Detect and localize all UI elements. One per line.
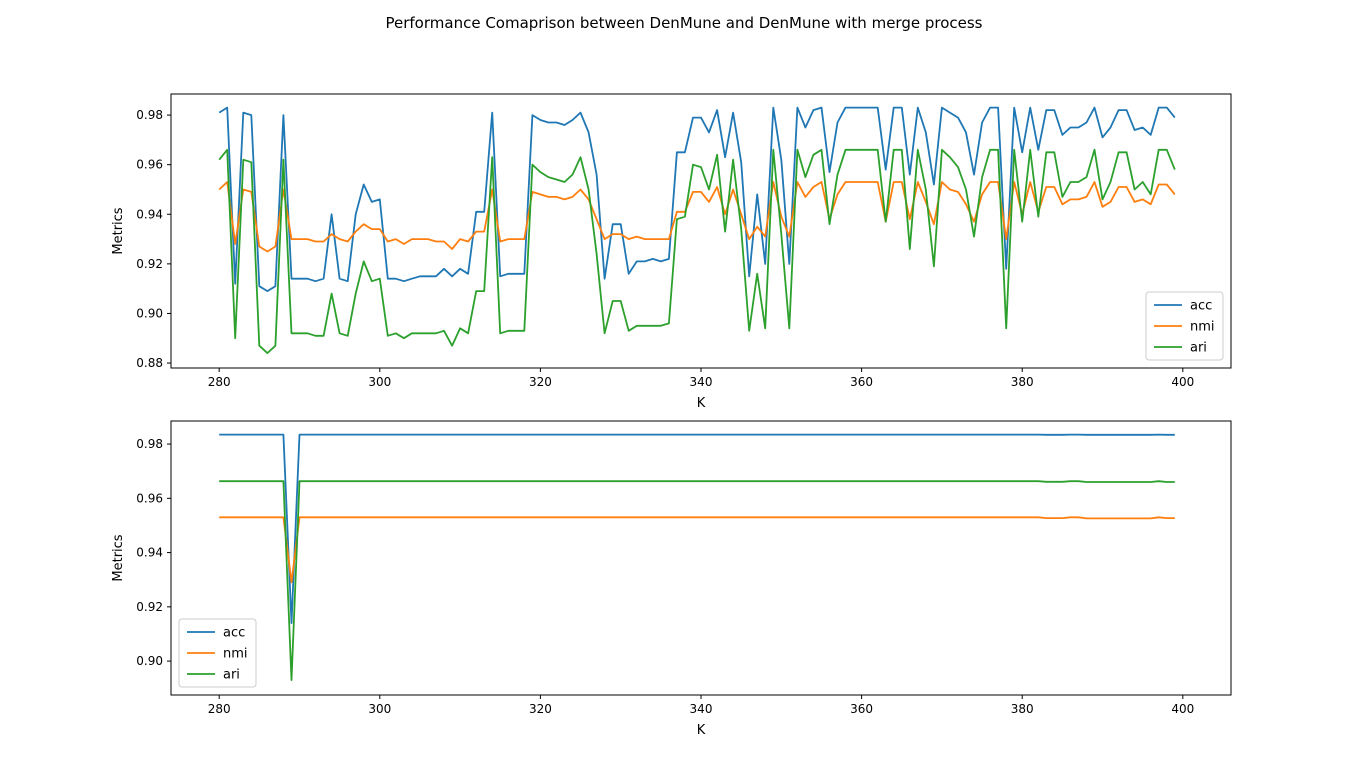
chart-panel-2: 280 300 320 340 360 380 400 0.90 0.92 0.94 0.96 0.9… — [111, 420, 1232, 738]
chart-panel-1: 280 300 320 340 360 380 400 0.88 0.90 0.92 0.94 0.9… — [111, 93, 1232, 411]
x-tick-label: 380 — [1011, 702, 1034, 716]
x-tick-label: 300 — [368, 702, 391, 716]
legend-label-acc: acc — [1190, 299, 1212, 314]
y-tick-label: 0.94 — [136, 546, 163, 560]
y-tick-label: 0.94 — [136, 207, 163, 221]
y-tick-label: 0.90 — [136, 654, 163, 668]
y-tick-label: 0.92 — [136, 600, 163, 614]
x-axis-label: K — [697, 723, 706, 738]
y-tick-label: 0.96 — [136, 158, 163, 172]
x-tick-label: 280 — [208, 375, 231, 389]
legend-label-ari: ari — [1190, 341, 1207, 356]
legend: acc nmi ari — [1145, 291, 1224, 361]
x-tick-label: 360 — [850, 702, 873, 716]
x-tick-label: 320 — [529, 702, 552, 716]
series-line-nmi — [218, 181, 1176, 253]
legend: acc nmi ari — [178, 618, 257, 688]
x-tick-label: 400 — [1171, 702, 1194, 716]
x-tick-label: 280 — [208, 702, 231, 716]
x-tick-label: 380 — [1011, 375, 1034, 389]
x-tick-label: 300 — [368, 375, 391, 389]
y-axis-label: Metrics — [111, 534, 126, 581]
legend-box — [178, 618, 257, 688]
series-line-ari — [218, 148, 1176, 355]
legend-label-ari: ari — [223, 668, 240, 683]
plot-frame — [170, 420, 1232, 696]
x-tick-label: 400 — [1171, 375, 1194, 389]
figure-title: Performance Comaprison between DenMune a… — [386, 14, 983, 32]
legend-label-acc: acc — [223, 626, 245, 641]
plot-frame — [170, 93, 1232, 369]
series-line-nmi — [219, 516, 1175, 584]
series-line-ari — [219, 480, 1175, 681]
x-tick-label: 320 — [529, 375, 552, 389]
x-tick-label: 340 — [690, 702, 713, 716]
legend-box — [1145, 291, 1224, 361]
y-tick-label: 0.90 — [136, 306, 163, 320]
y-tick-label: 0.98 — [136, 108, 163, 122]
y-tick-label: 0.88 — [136, 356, 163, 370]
x-tick-label: 360 — [850, 375, 873, 389]
series-line-acc — [218, 106, 1176, 293]
y-tick-label: 0.92 — [136, 257, 163, 271]
series-line-acc — [219, 433, 1175, 624]
legend-label-nmi: nmi — [1190, 320, 1215, 335]
y-tick-label: 0.98 — [136, 437, 163, 451]
x-tick-label: 340 — [690, 375, 713, 389]
legend-label-nmi: nmi — [223, 647, 248, 662]
x-axis-label: K — [697, 396, 706, 411]
y-axis-label: Metrics — [111, 207, 126, 254]
y-tick-label: 0.96 — [136, 491, 163, 505]
